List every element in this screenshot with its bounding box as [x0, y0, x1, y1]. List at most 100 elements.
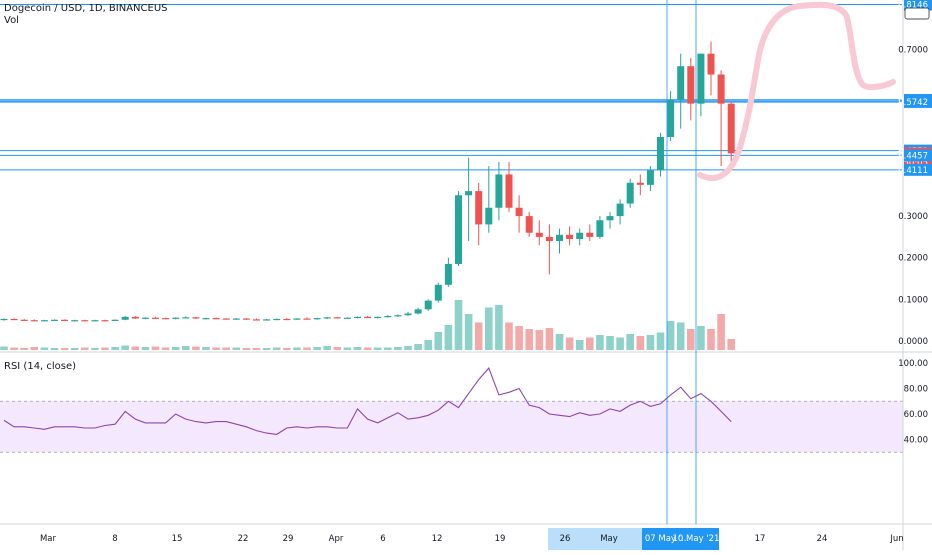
volume-bar	[545, 328, 554, 350]
volume-bar	[272, 347, 281, 350]
volume-bar	[30, 347, 39, 350]
candle-body	[20, 319, 28, 321]
time-tick-label: 22	[238, 534, 249, 544]
volume-bar	[50, 348, 59, 350]
rsi-line	[3, 367, 732, 435]
crosshair-tag	[673, 528, 719, 550]
candle-body	[687, 66, 695, 104]
volume-bar	[262, 348, 271, 350]
rsi-tick-label: 100.00	[898, 359, 928, 369]
candle-body	[333, 317, 341, 319]
price-level-label: 0.4111	[898, 166, 928, 176]
price-level-countdown: 50:05	[904, 158, 929, 168]
candle-body	[71, 320, 79, 322]
volume-bar	[636, 336, 645, 350]
volume-bar	[687, 329, 695, 350]
candle-body	[283, 318, 291, 321]
volume-bar	[606, 336, 614, 350]
volume-bar	[515, 326, 523, 350]
candle-body	[515, 207, 523, 217]
candle-body	[192, 317, 200, 319]
time-tick-label: 12	[432, 534, 443, 544]
crosshair-tag	[642, 528, 673, 550]
candle-body	[303, 318, 311, 320]
volume-bar	[121, 345, 129, 350]
candle-body	[444, 263, 452, 285]
currency-badge	[904, 7, 930, 20]
time-tick-label: Apr	[329, 534, 344, 544]
price-tick-label: 0.3000	[898, 212, 928, 222]
price-tick-label: 0.0000	[898, 337, 928, 347]
volume-bar	[434, 332, 443, 350]
candle-body	[606, 216, 614, 221]
candle-body	[414, 309, 422, 314]
volume-bar	[373, 347, 382, 350]
volume-bar	[525, 329, 533, 350]
volume-bar	[161, 347, 170, 350]
candle-body	[455, 195, 462, 264]
volume-legend: Vol	[4, 15, 19, 26]
candle-body	[232, 318, 240, 320]
candle-body	[0, 318, 8, 321]
volume-bar	[222, 347, 230, 350]
time-tick-label: 19	[495, 534, 506, 544]
volume-bar	[131, 346, 140, 350]
candle-body	[434, 284, 442, 301]
time-tick-label: 24	[817, 534, 828, 544]
candle-body	[111, 319, 119, 321]
volume-bar	[717, 314, 725, 350]
volume-bar	[303, 347, 311, 350]
volume-bar	[333, 347, 342, 350]
volume-bar	[727, 339, 735, 350]
volume-bar	[20, 348, 28, 350]
volume-bar	[555, 334, 564, 350]
candle-body	[354, 316, 361, 319]
volume-bar	[646, 335, 655, 350]
volume-bar	[313, 347, 321, 350]
volume-bar	[171, 347, 180, 350]
volume-bar	[596, 335, 604, 350]
time-tick-label: Mar	[40, 534, 57, 544]
candle-body	[525, 216, 533, 233]
candle-body	[131, 316, 139, 319]
candle-body	[384, 316, 392, 318]
candle-body	[10, 318, 18, 321]
candle-body	[657, 136, 664, 171]
candle-body	[61, 319, 69, 321]
volume-bar	[192, 346, 200, 350]
volume-bar	[212, 347, 220, 350]
candle-body	[40, 320, 48, 322]
candle-body	[596, 220, 604, 237]
candle-body	[202, 318, 210, 320]
volume-bar	[141, 347, 150, 350]
volume-bar	[242, 348, 251, 350]
candle-body	[222, 318, 230, 320]
volume-bar	[505, 322, 513, 350]
candle-body	[313, 318, 321, 320]
chart-title: Dogecoin / USD, 1D, BINANCEUS	[4, 3, 168, 14]
candle-body	[182, 317, 190, 319]
candle-body	[172, 317, 180, 319]
volume-bar	[676, 322, 685, 350]
volume-bar	[414, 344, 422, 350]
rsi-band	[0, 401, 903, 453]
price-level-label: 0.5742	[898, 98, 928, 108]
volume-bar	[474, 322, 483, 350]
volume-bar	[384, 347, 392, 350]
candle-body	[81, 320, 89, 322]
volume-bar	[616, 337, 624, 350]
volume-bar	[81, 347, 89, 350]
candle-body	[636, 182, 644, 185]
candle-body	[343, 317, 351, 319]
volume-bar	[656, 332, 665, 350]
candle-body	[293, 318, 301, 320]
price-level-label: 0.8146	[898, 0, 928, 10]
time-tick-label: 6	[380, 534, 385, 544]
volume-bar	[707, 329, 715, 350]
candle-body	[394, 315, 402, 317]
volume-bar	[252, 348, 261, 350]
volume-bar	[60, 348, 69, 350]
candle-body	[404, 313, 412, 316]
